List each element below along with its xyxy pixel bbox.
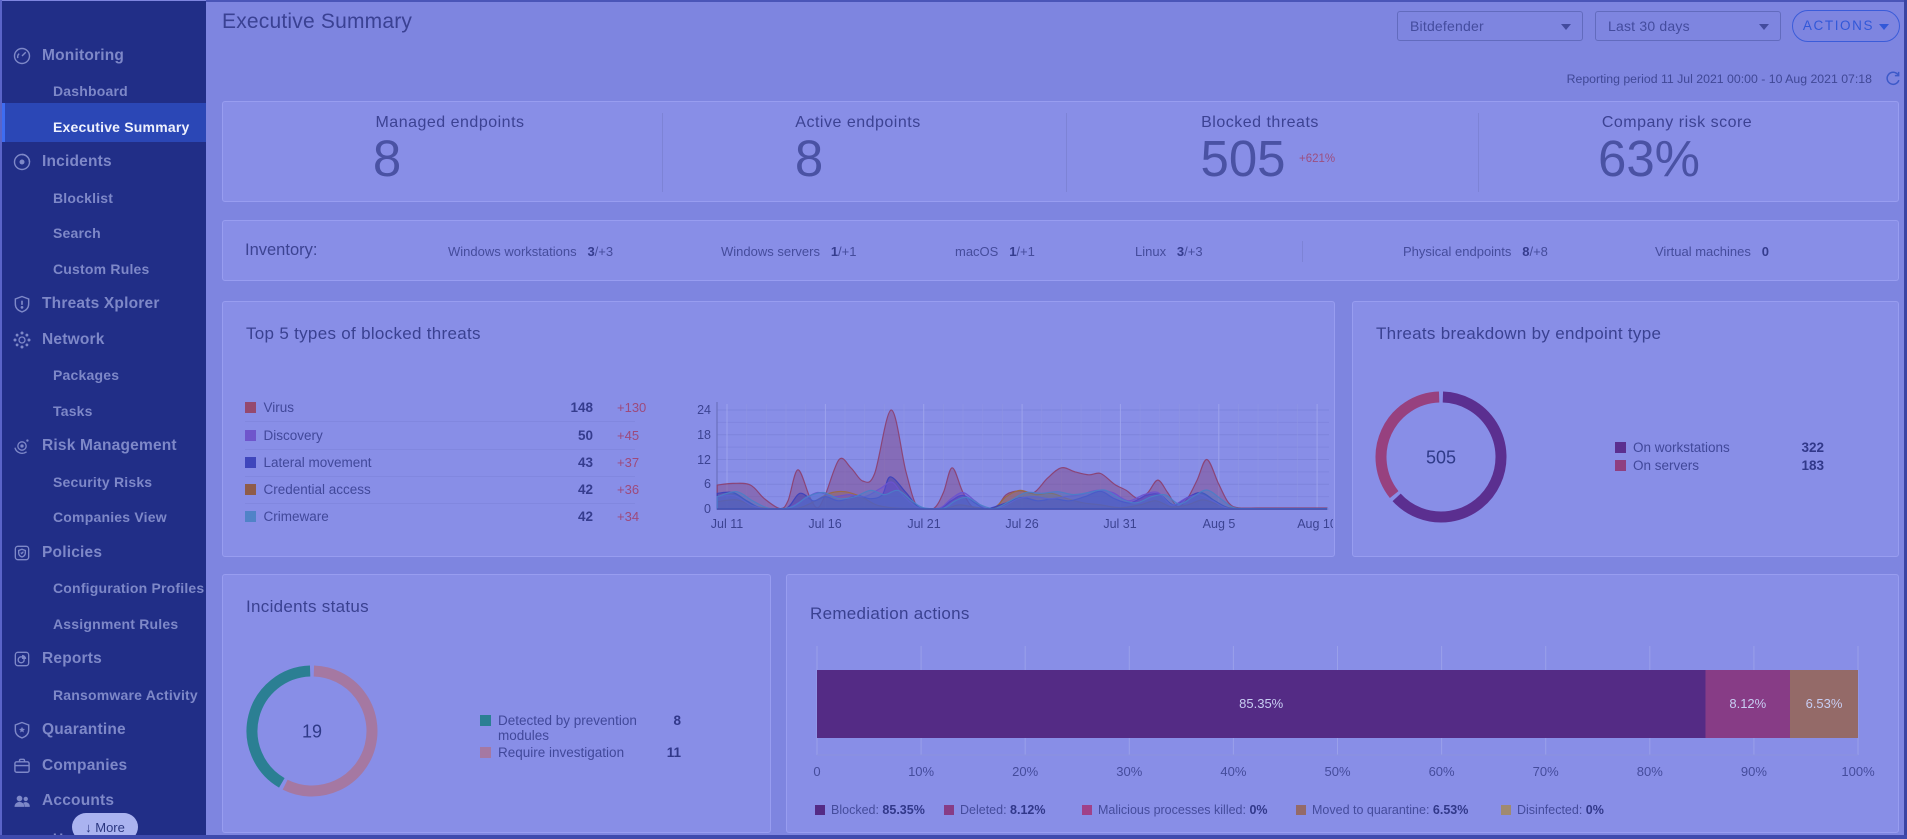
svg-text:0: 0	[704, 502, 711, 516]
svg-text:60%: 60%	[1429, 764, 1455, 779]
svg-text:6.53%: 6.53%	[1806, 696, 1843, 711]
svg-text:12: 12	[697, 453, 711, 467]
svg-text:10%: 10%	[908, 764, 934, 779]
svg-text:6: 6	[704, 477, 711, 491]
svg-text:20%: 20%	[1012, 764, 1038, 779]
svg-text:70%: 70%	[1533, 764, 1559, 779]
svg-text:18: 18	[697, 428, 711, 442]
svg-text:Jul 11: Jul 11	[711, 517, 743, 531]
svg-text:30%: 30%	[1116, 764, 1142, 779]
svg-text:90%: 90%	[1741, 764, 1767, 779]
svg-text:Jul 26: Jul 26	[1005, 517, 1038, 531]
svg-text:80%: 80%	[1637, 764, 1663, 779]
svg-text:0: 0	[813, 764, 820, 779]
svg-text:40%: 40%	[1220, 764, 1246, 779]
svg-text:24: 24	[697, 403, 711, 417]
svg-text:Aug 10: Aug 10	[1297, 517, 1333, 531]
svg-text:100%: 100%	[1841, 764, 1875, 779]
svg-text:85.35%: 85.35%	[1239, 696, 1284, 711]
svg-text:8.12%: 8.12%	[1729, 696, 1766, 711]
svg-text:Jul 31: Jul 31	[1103, 517, 1136, 531]
svg-text:505: 505	[1426, 447, 1456, 467]
svg-text:50%: 50%	[1324, 764, 1350, 779]
svg-text:Aug 5: Aug 5	[1203, 517, 1236, 531]
svg-text:Jul 16: Jul 16	[808, 517, 841, 531]
svg-text:Jul 21: Jul 21	[907, 517, 940, 531]
svg-text:19: 19	[302, 721, 322, 741]
